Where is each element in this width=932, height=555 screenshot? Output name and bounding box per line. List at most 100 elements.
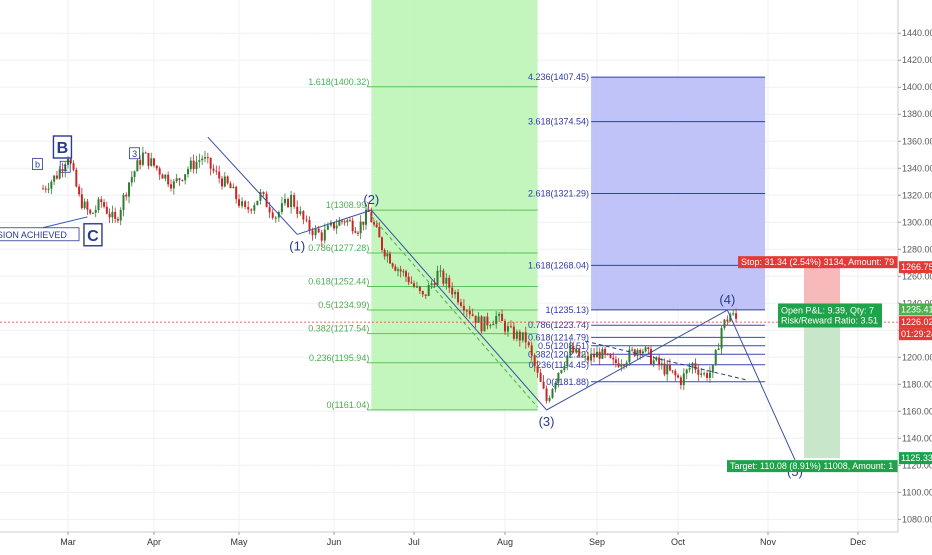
candle-body	[714, 349, 717, 365]
candle-body	[221, 178, 223, 187]
candle-body	[601, 348, 604, 359]
candle-body	[427, 285, 430, 296]
price-tick-label: 1240.00	[902, 298, 932, 308]
candle-body	[308, 220, 311, 231]
fib-level-label: 0.786(1277.28)	[308, 243, 369, 253]
trade-layer: Stop: 31.34 (2.54%) 3134, Amount: 79 Open…	[0, 256, 898, 473]
target-price-tag-label: 1125.33	[901, 453, 932, 463]
candle-body	[274, 217, 277, 219]
candle-body	[381, 237, 383, 251]
candle-body	[498, 313, 501, 316]
candle-body	[89, 209, 92, 214]
time-tick-label: Dec	[850, 537, 867, 547]
time-tick-label: Apr	[147, 537, 161, 547]
candle-body	[596, 351, 598, 358]
candle-body	[359, 221, 362, 234]
candle-body	[551, 389, 554, 398]
candle-body	[509, 326, 512, 328]
elliott-wave-layer: (1)(2)(3)(4)(5)	[207, 136, 803, 479]
time-tick-label: Oct	[671, 537, 686, 547]
candle-body	[560, 370, 563, 373]
price-tick-label: 1380.00	[902, 109, 932, 119]
candle-body	[666, 364, 669, 375]
candle-body	[717, 348, 720, 350]
candle-body	[262, 191, 265, 194]
candle-body	[69, 158, 72, 164]
candle-body	[343, 221, 346, 223]
fib-small-label: 0.5(1208.51)	[538, 341, 589, 351]
candle-body	[181, 179, 184, 181]
candle-body	[584, 356, 587, 358]
candle-body	[189, 160, 192, 170]
price-tick-label: 1200.00	[902, 352, 932, 362]
candle-body	[442, 270, 445, 284]
candle-body	[311, 230, 314, 236]
candle-body	[247, 207, 250, 210]
candle-body	[170, 184, 172, 189]
candle-body	[365, 209, 367, 225]
candle-body	[694, 363, 697, 370]
candle-body	[436, 270, 439, 285]
price-tick-label: 1160.00	[902, 406, 932, 416]
candle-body	[614, 359, 617, 364]
candle-body	[590, 353, 593, 361]
candle-body	[480, 316, 483, 332]
candle-body	[155, 165, 158, 169]
candle-body	[652, 360, 655, 365]
candle-body	[349, 220, 351, 222]
candle-body	[223, 176, 226, 187]
annotations-layer: b B 1 3 C XPANSION ACHIEVED	[0, 135, 140, 247]
candle-body	[391, 263, 394, 267]
fib-small-label: 0(1181.88)	[546, 377, 589, 387]
price-tick-label: 1100.00	[902, 487, 932, 497]
candle-body	[172, 181, 175, 189]
candle-body	[42, 188, 45, 190]
candle-body	[94, 209, 97, 213]
candle-body	[459, 302, 462, 306]
candle-body	[658, 357, 661, 365]
candle-body	[572, 345, 575, 353]
candle-body	[557, 372, 560, 383]
candle-body	[354, 231, 357, 233]
candle-body	[67, 158, 69, 165]
time-tick-label: Aug	[497, 537, 513, 547]
candle-body	[486, 316, 489, 326]
candle-body	[492, 323, 495, 326]
wave-channel-green	[370, 215, 539, 408]
candle-body	[58, 169, 61, 179]
candle-body	[587, 356, 590, 361]
candle-body	[192, 160, 195, 170]
candle-body	[407, 276, 410, 283]
candle-body	[402, 271, 405, 273]
fib-level-label: 0.382(1217.54)	[308, 324, 369, 334]
candle-body	[50, 181, 53, 189]
candle-body	[700, 373, 703, 375]
candle-body	[720, 327, 723, 349]
time-tick-label: Mar	[60, 537, 76, 547]
candle-body	[609, 354, 612, 358]
candle-body	[457, 292, 460, 303]
candle-body	[241, 201, 244, 206]
candle-body	[575, 348, 578, 353]
candle-body	[501, 313, 504, 322]
candle-body	[296, 206, 299, 214]
candle-body	[593, 353, 596, 358]
pnl-info-text: Open P&L: 9.39, Qty: 7	[781, 305, 874, 315]
annotation-text: b	[35, 160, 40, 170]
candle-body	[606, 353, 609, 355]
candle-body	[53, 175, 56, 182]
candle-body	[346, 220, 349, 223]
candle-body	[598, 351, 601, 359]
fib-ext-label: 1(1235.13)	[546, 305, 590, 315]
candle-body	[375, 224, 378, 228]
candle-body	[489, 325, 492, 327]
candle-body	[80, 194, 83, 209]
candle-body	[688, 368, 691, 370]
candle-body	[617, 363, 620, 367]
price-tick-label: 1320.00	[902, 190, 932, 200]
candle-body	[631, 349, 634, 351]
candle-body	[415, 286, 418, 288]
candle-body	[175, 178, 178, 182]
